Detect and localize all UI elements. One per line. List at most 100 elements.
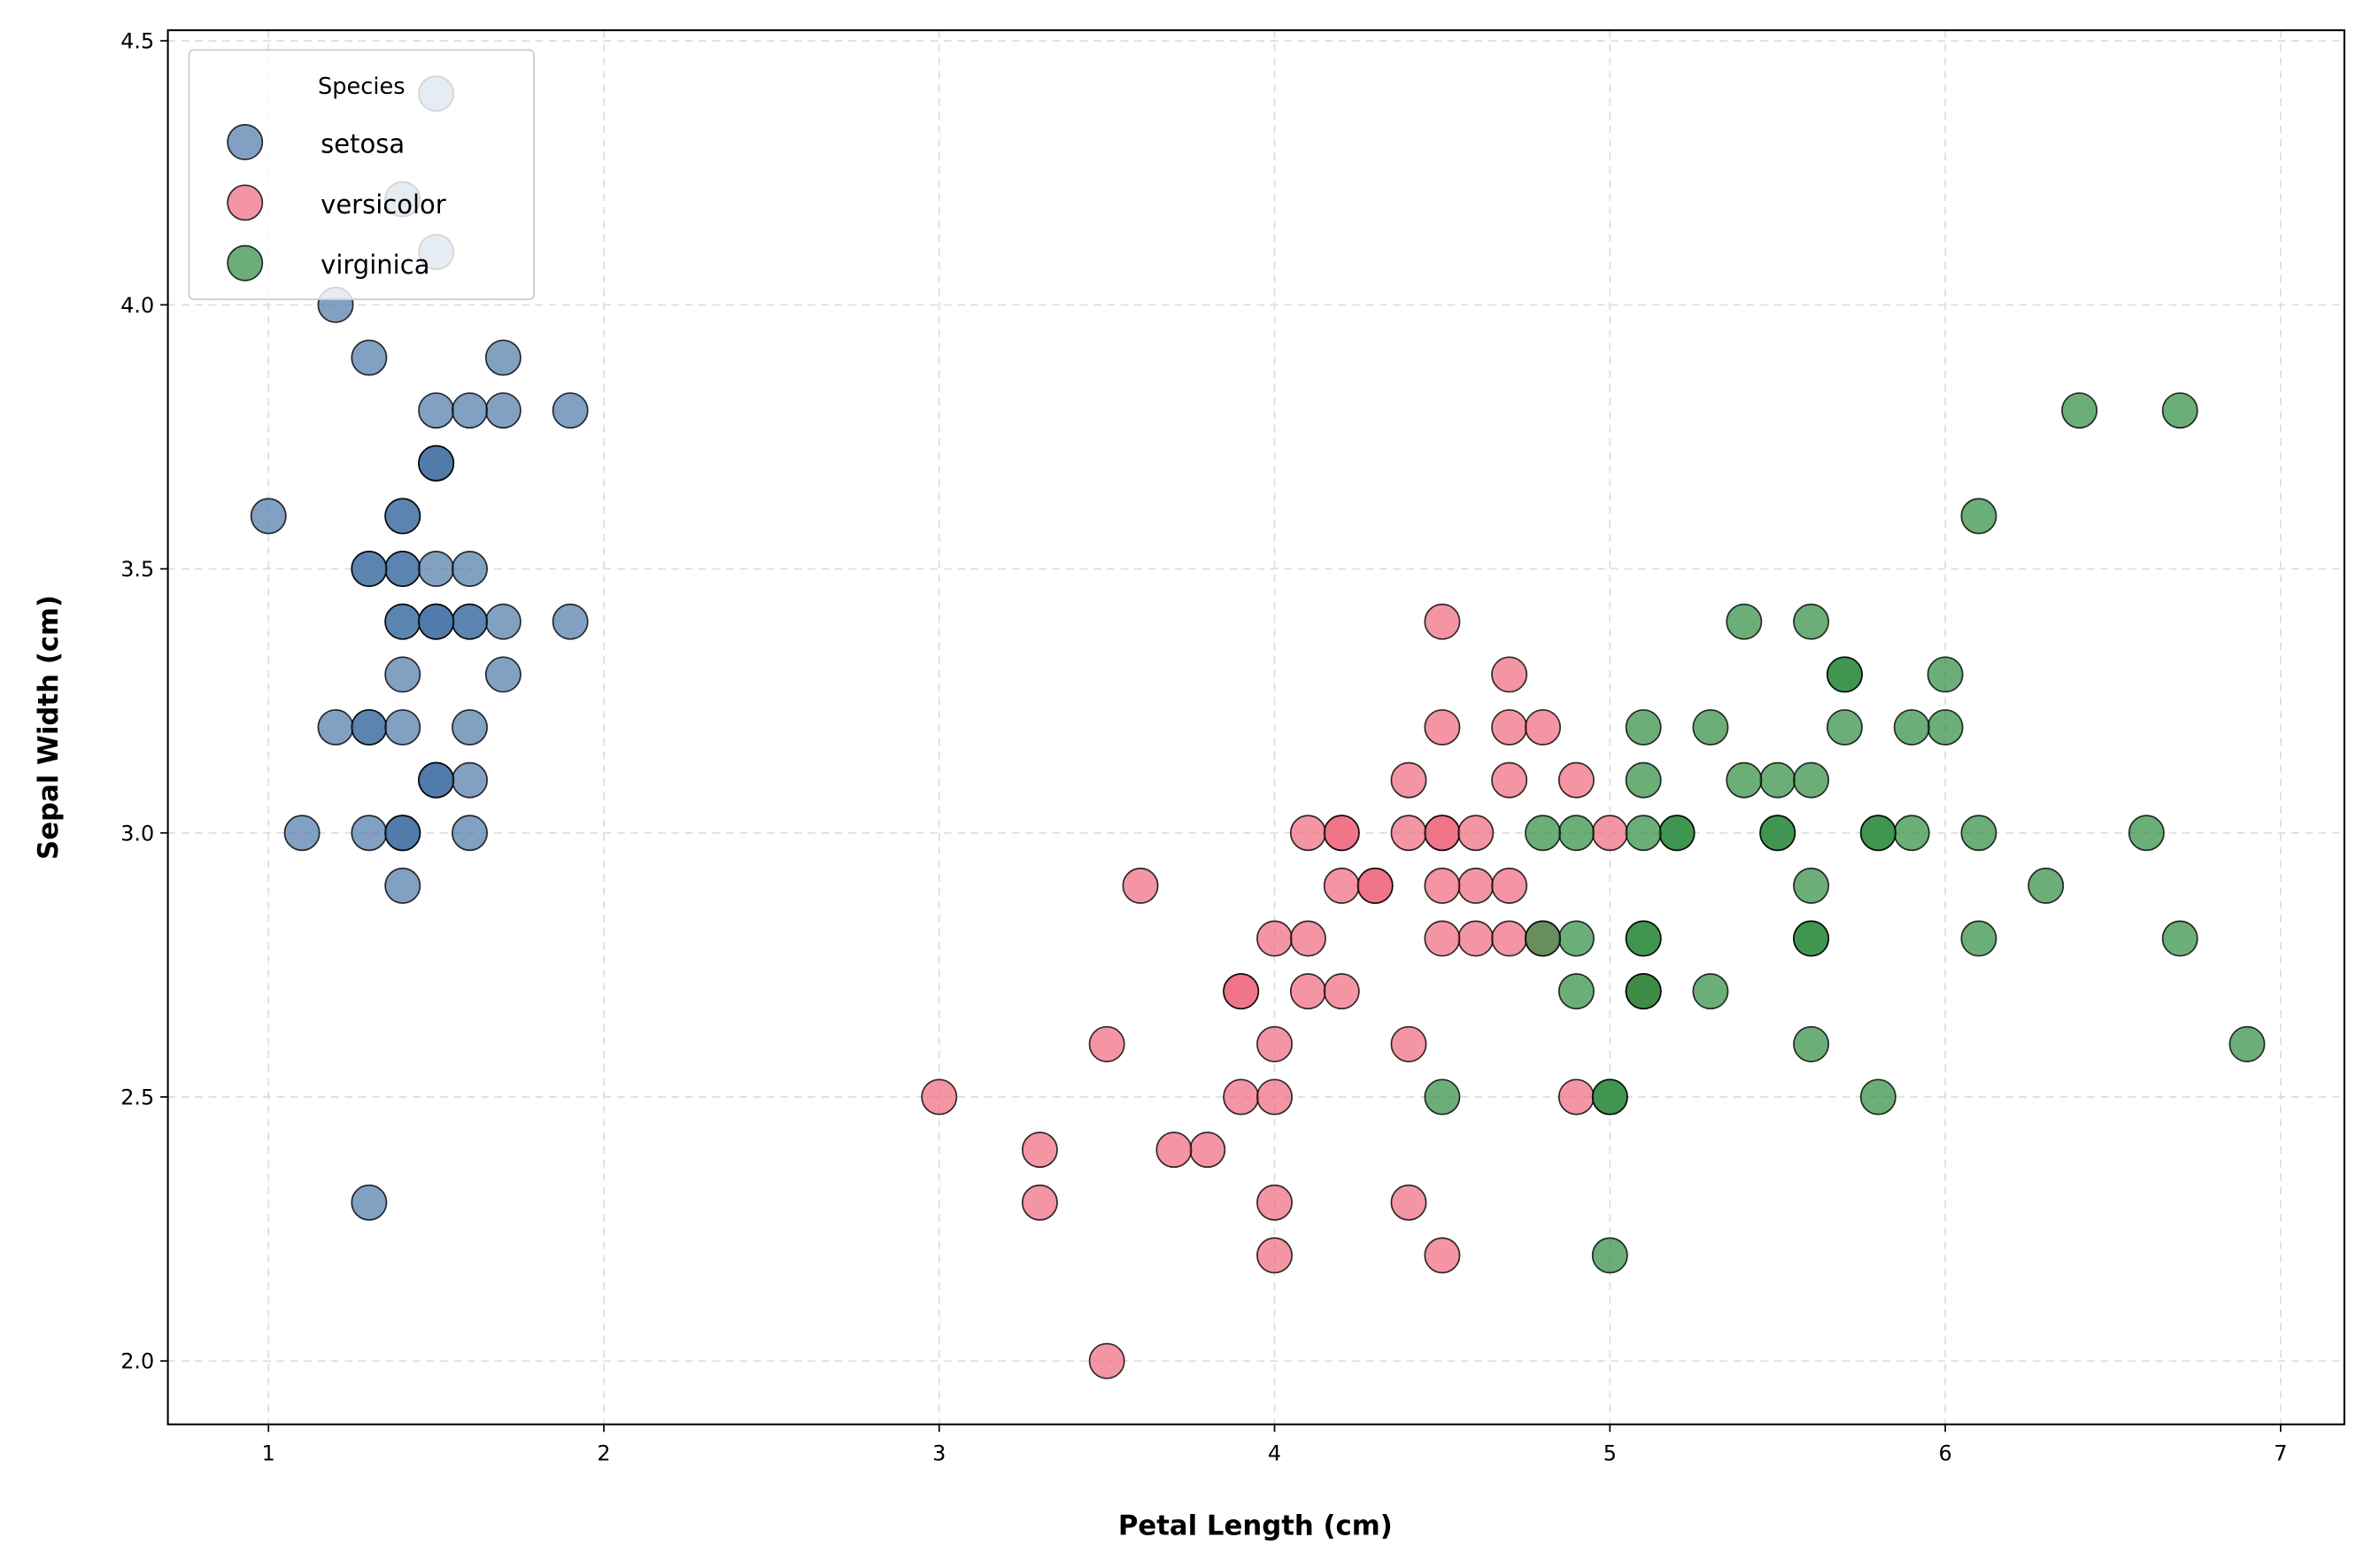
y-tick-label: 3.0	[120, 821, 154, 846]
data-point	[1726, 761, 1763, 799]
legend-label-setosa: setosa	[321, 128, 405, 158]
data-point	[1424, 603, 1461, 640]
data-point	[351, 339, 388, 376]
data-point	[1457, 867, 1495, 904]
data-point	[1960, 815, 1997, 852]
data-point	[1826, 656, 1863, 693]
data-point	[2161, 920, 2198, 957]
data-point	[351, 1184, 388, 1221]
data-point	[1625, 973, 1662, 1010]
data-point	[2061, 392, 2098, 429]
data-point	[1021, 1132, 1058, 1169]
data-point	[1457, 815, 1495, 852]
data-point	[1323, 867, 1360, 904]
data-point	[1223, 1078, 1260, 1116]
data-point	[1859, 815, 1897, 852]
data-point	[1759, 815, 1796, 852]
data-point	[1960, 498, 1997, 535]
data-point	[1625, 708, 1662, 745]
x-tick-label: 6	[1938, 1441, 1951, 1466]
data-point	[1424, 708, 1461, 745]
data-point	[1793, 867, 1830, 904]
data-point	[283, 815, 321, 852]
data-point	[1390, 1025, 1427, 1062]
x-tick-label: 7	[2274, 1441, 2287, 1466]
data-point	[384, 551, 421, 588]
y-tick-label: 4.0	[120, 293, 154, 318]
data-point	[384, 867, 421, 904]
series-versicolor	[921, 603, 1662, 1379]
legend-marker-virginica	[227, 244, 264, 282]
data-point	[2028, 867, 2065, 904]
data-point	[1424, 867, 1461, 904]
data-point	[1793, 1025, 1830, 1062]
data-point	[1591, 1078, 1628, 1116]
data-point	[484, 339, 521, 376]
data-point	[1323, 973, 1360, 1010]
data-point	[384, 815, 421, 852]
data-point	[1793, 761, 1830, 799]
data-point	[1491, 867, 1528, 904]
data-point	[1491, 656, 1528, 693]
data-point	[1557, 973, 1595, 1010]
series-virginica	[1424, 392, 2266, 1274]
data-point	[1960, 920, 1997, 957]
data-point	[418, 444, 455, 482]
data-point	[384, 656, 421, 693]
legend-label-versicolor: versicolor	[321, 189, 446, 220]
data-point	[1289, 973, 1326, 1010]
x-tick-label: 2	[597, 1441, 610, 1466]
legend-box	[188, 49, 535, 301]
data-point	[1155, 1132, 1193, 1169]
data-point	[1256, 1184, 1294, 1221]
data-point	[1088, 1342, 1125, 1379]
legend-title: Species	[318, 73, 406, 100]
data-point	[1289, 815, 1326, 852]
data-point	[452, 761, 489, 799]
y-axis-label: Sepal Width (cm)	[33, 595, 65, 860]
data-point	[351, 708, 388, 745]
data-point	[1390, 761, 1427, 799]
data-point	[1793, 920, 1830, 957]
data-point	[351, 815, 388, 852]
data-point	[1927, 708, 1964, 745]
y-tick-label: 2.0	[120, 1349, 154, 1374]
data-point	[384, 603, 421, 640]
data-point	[418, 551, 455, 588]
legend-marker-setosa	[227, 124, 264, 161]
data-point	[1189, 1132, 1226, 1169]
data-point	[1591, 815, 1628, 852]
data-point	[1390, 815, 1427, 852]
data-point	[1256, 920, 1294, 957]
data-point	[1256, 1078, 1294, 1116]
data-point	[1726, 603, 1763, 640]
data-point	[452, 708, 489, 745]
data-point	[418, 392, 455, 429]
data-point	[1424, 1078, 1461, 1116]
data-point	[1457, 920, 1495, 957]
data-point	[1759, 761, 1796, 799]
data-point	[1356, 867, 1394, 904]
x-tick-label: 5	[1603, 1441, 1617, 1466]
data-point	[1893, 708, 1930, 745]
data-point	[1256, 1025, 1294, 1062]
legend-label-virginica: virginica	[321, 250, 429, 280]
data-point	[1557, 761, 1595, 799]
data-point	[1557, 920, 1595, 957]
data-point	[1088, 1025, 1125, 1062]
data-point	[1424, 1237, 1461, 1274]
data-point	[1625, 920, 1662, 957]
data-point	[484, 603, 521, 640]
data-point	[2161, 392, 2198, 429]
data-point	[1557, 1078, 1595, 1116]
data-point	[1424, 920, 1461, 957]
legend: Species setosa versicolor virginica	[188, 49, 535, 301]
data-point	[2128, 815, 2165, 852]
y-tick-label: 2.5	[120, 1085, 154, 1110]
data-point	[1491, 708, 1528, 745]
data-point	[1927, 656, 1964, 693]
axes-frame	[166, 29, 2345, 1425]
x-tick-label: 4	[1268, 1441, 1281, 1466]
data-point	[418, 603, 455, 640]
